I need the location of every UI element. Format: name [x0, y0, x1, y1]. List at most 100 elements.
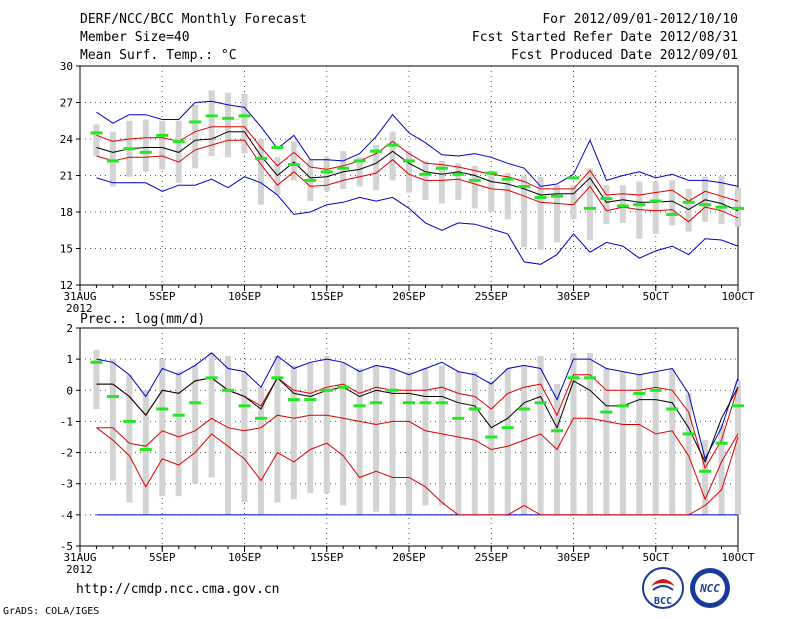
ensemble-box [241, 93, 248, 154]
median-mark [518, 184, 531, 188]
ensemble-box [225, 356, 232, 515]
median-mark [649, 199, 662, 203]
median-mark [287, 163, 300, 167]
ensemble-box [257, 139, 264, 205]
series-min-line [96, 176, 739, 265]
ensemble-box [192, 365, 199, 484]
x-tick-label: 10OCT [721, 290, 754, 303]
ensemble-box [685, 188, 692, 232]
ensemble-box [652, 181, 659, 234]
y-tick-label: 1 [66, 353, 73, 366]
ensemble-box [471, 165, 478, 209]
median-mark [139, 447, 152, 451]
series-lower2-line [96, 427, 739, 516]
median-mark [583, 376, 596, 380]
series-upper-quantile-line [96, 126, 739, 202]
y-tick-label: 24 [60, 133, 74, 146]
median-mark [567, 176, 580, 180]
ensemble-box [208, 352, 215, 478]
grads-credit: GrADS: COLA/IGES [3, 606, 100, 617]
ensemble-box [603, 368, 610, 515]
median-mark [271, 376, 284, 380]
median-mark [551, 429, 564, 433]
median-mark [600, 410, 613, 414]
precip-panel-title: Prec.: log(mm/d) [80, 312, 205, 327]
median-mark [633, 203, 646, 207]
ensemble-box [241, 371, 248, 503]
ensemble-box [126, 374, 133, 503]
median-mark [386, 388, 399, 392]
precipitation-panel: -5 -4 -3 -2 -1 0 1 2 31AUG 5SEP 10SEP 15SEP 20SEP 25S… [60, 322, 755, 576]
median-mark [501, 177, 514, 181]
ensemble-box [356, 368, 363, 515]
median-mark [123, 147, 136, 151]
median-mark [435, 401, 448, 405]
median-mark [370, 401, 383, 405]
y-tick-label: 21 [60, 170, 73, 183]
ensemble-box [225, 92, 232, 158]
bcc-logo-text: BCC [654, 596, 672, 607]
median-mark [435, 166, 448, 170]
median-mark [106, 159, 119, 163]
member-size: Member Size=40 [80, 30, 190, 45]
ensemble-box [340, 151, 347, 189]
median-mark [123, 419, 136, 423]
x-tick-label: 30SEP [557, 551, 590, 564]
median-mark [715, 441, 728, 445]
x-tick-label: 31AUG [63, 290, 96, 303]
ensemble-box [406, 151, 412, 193]
ensemble-box [603, 185, 610, 225]
x-tick-label: 5OCT [643, 551, 670, 564]
x-tick-label: 10OCT [721, 551, 754, 564]
ensemble-box [208, 90, 215, 157]
ensemble-box [669, 368, 676, 515]
median-mark [699, 203, 712, 207]
median-mark [139, 150, 152, 154]
ensemble-box [488, 380, 495, 515]
median-mark [452, 416, 465, 420]
x-tick-label: 10SEP [228, 290, 261, 303]
ensemble-box [422, 368, 429, 506]
median-mark [468, 178, 481, 182]
ensemble-box [389, 131, 396, 181]
x-tick-label: 15SEP [310, 290, 343, 303]
median-mark [222, 388, 235, 392]
footer-url[interactable]: http://cmdp.ncc.cma.gov.cn [76, 582, 280, 597]
median-mark [567, 376, 580, 380]
median-mark [551, 194, 564, 198]
median-mark [271, 146, 284, 150]
median-mark [583, 206, 596, 210]
series-max-line [96, 100, 739, 187]
ensemble-box [373, 365, 380, 512]
y-tick-label: 15 [60, 243, 73, 256]
ensemble-box [142, 390, 149, 515]
median-mark [254, 156, 267, 160]
ensemble-box [570, 185, 577, 220]
ensemble-box [93, 124, 100, 157]
median-mark [386, 143, 399, 147]
ensemble-box [290, 141, 297, 181]
median-mark [715, 205, 728, 209]
ensemble-box [570, 352, 577, 515]
ensemble-box [652, 371, 659, 515]
median-mark [732, 206, 744, 210]
y-tick-label: 27 [60, 97, 73, 110]
median-mark [189, 120, 202, 124]
y-tick-label: 30 [60, 60, 73, 73]
series-mean-line [96, 131, 739, 212]
y-tick-label: -4 [60, 509, 74, 522]
ensemble-box [93, 349, 100, 409]
ensemble-box [109, 359, 116, 481]
x-tick-label: 30SEP [557, 290, 590, 303]
median-mark [732, 404, 744, 408]
ensemble-box [471, 371, 478, 515]
median-mark [337, 385, 350, 389]
median-mark [90, 360, 103, 364]
ensemble-box [192, 104, 199, 169]
ensemble-box [586, 352, 593, 515]
ensemble-box [356, 157, 363, 187]
ensemble-box [323, 157, 330, 192]
ensemble-box [323, 356, 330, 494]
variable-label: Mean Surf. Temp.: °C [80, 48, 237, 63]
